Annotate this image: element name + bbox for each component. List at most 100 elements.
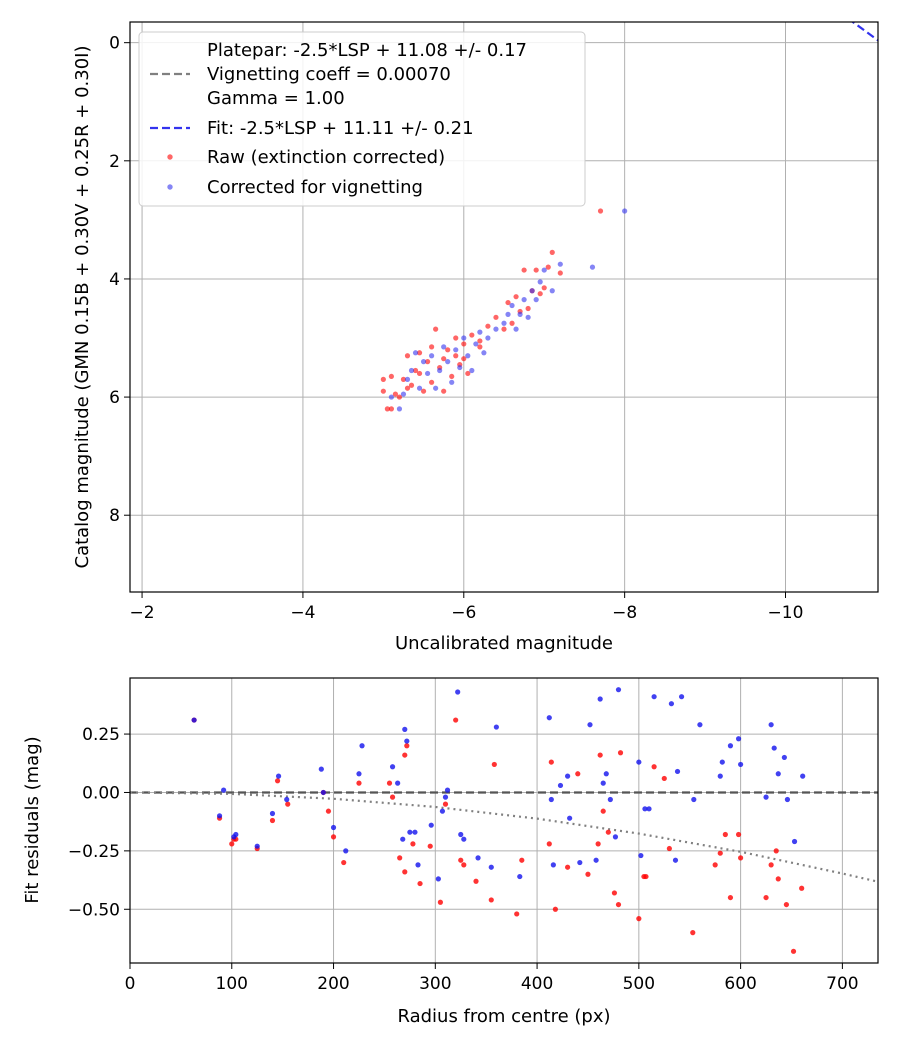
raw-point xyxy=(519,857,525,863)
raw-point xyxy=(356,780,362,786)
corrected-point xyxy=(533,297,539,303)
corrected-point xyxy=(359,743,365,749)
corrected-point xyxy=(800,773,806,779)
raw-point xyxy=(605,829,611,835)
corrected-point xyxy=(416,385,423,391)
top-chart-legend: Platepar: -2.5*LSP + 11.08 +/- 0.17 Vign… xyxy=(138,31,586,207)
raw-point xyxy=(380,376,386,382)
legend-label-fit: Fit: -2.5*LSP + 11.11 +/- 0.21 xyxy=(207,118,474,139)
y-tick-label: 6 xyxy=(109,388,120,408)
corrected-point xyxy=(275,773,282,779)
raw-point xyxy=(501,326,507,332)
bottom-chart-xlabel: Radius from centre (px) xyxy=(397,1006,610,1027)
raw-point xyxy=(600,808,606,814)
corrected-point xyxy=(412,350,419,356)
corrected-point xyxy=(441,344,447,350)
corrected-point xyxy=(428,822,434,828)
raw-point xyxy=(445,347,451,353)
corrected-point xyxy=(513,326,519,332)
bottom-chart-ylabel: Fit residuals (mag) xyxy=(22,736,43,903)
raw-point xyxy=(380,388,386,394)
raw-point xyxy=(402,752,408,758)
corrected-point xyxy=(791,838,798,845)
raw-point xyxy=(541,285,547,291)
corrected-point xyxy=(424,370,431,377)
corrected-point xyxy=(444,787,451,793)
raw-point xyxy=(441,388,447,394)
corrected-point xyxy=(407,829,413,835)
raw-point xyxy=(597,752,603,758)
raw-point xyxy=(402,869,408,875)
corrected-point xyxy=(717,773,723,779)
raw-point xyxy=(521,267,527,273)
corrected-point xyxy=(465,353,471,359)
raw-point xyxy=(611,890,618,896)
x-tick-label: 200 xyxy=(317,974,349,994)
raw-point xyxy=(441,356,447,362)
x-tick-label: 300 xyxy=(419,974,451,994)
top-chart-ylabel: Catalog magnitude (GMN 0.15B + 0.30V + 0… xyxy=(72,45,93,568)
raw-point xyxy=(330,834,337,840)
raw-point xyxy=(386,780,393,786)
raw-point xyxy=(783,901,790,908)
corrected-point xyxy=(396,406,403,412)
legend-box xyxy=(138,31,586,207)
raw-point xyxy=(274,778,281,784)
legend-label-corrected: Corrected for vignetting xyxy=(207,177,423,198)
x-tick-label: −6 xyxy=(451,603,476,623)
bottom-chart-lines xyxy=(130,791,878,883)
raw-point xyxy=(442,801,449,807)
raw-point xyxy=(453,717,459,723)
corrected-point xyxy=(672,857,679,863)
x-tick-label: 700 xyxy=(826,974,858,994)
corrected-point xyxy=(622,208,628,214)
corrected-point xyxy=(330,824,337,831)
raw-point xyxy=(384,406,390,412)
corrected-point xyxy=(415,862,421,868)
raw-point xyxy=(461,356,467,362)
raw-point xyxy=(229,841,235,847)
corrected-point xyxy=(775,771,781,777)
raw-point xyxy=(738,855,744,861)
raw-point xyxy=(509,320,515,326)
corrected-point xyxy=(674,768,681,775)
y-tick-label: 4 xyxy=(109,270,120,290)
y-tick-label: 2 xyxy=(109,152,120,172)
raw-point xyxy=(565,864,571,870)
corrected-point xyxy=(320,789,326,796)
x-tick-label: 400 xyxy=(521,974,553,994)
corrected-point xyxy=(768,722,774,728)
raw-point xyxy=(513,294,519,300)
raw-point xyxy=(727,894,734,901)
corrected-point xyxy=(469,367,475,374)
top-chart-xlabel: Uncalibrated magnitude xyxy=(395,633,613,654)
corrected-point xyxy=(738,761,744,768)
raw-point xyxy=(424,359,431,365)
x-tick-label: −10 xyxy=(768,603,804,623)
raw-point xyxy=(420,388,427,394)
raw-point xyxy=(690,930,696,936)
line-platepar xyxy=(876,22,878,23)
corrected-point xyxy=(461,836,467,842)
corrected-point xyxy=(445,359,451,365)
corrected-point xyxy=(442,794,449,800)
raw-point xyxy=(768,862,774,868)
corrected-point xyxy=(473,341,479,347)
corrected-point xyxy=(603,771,609,777)
raw-point xyxy=(341,859,347,866)
x-tick-label: 100 xyxy=(216,974,248,994)
raw-point xyxy=(412,367,419,374)
corrected-point xyxy=(525,314,531,320)
corrected-point xyxy=(254,843,260,849)
corrected-point xyxy=(615,687,622,693)
corrected-point xyxy=(458,831,464,838)
corrected-point xyxy=(408,367,415,374)
corrected-point xyxy=(784,796,791,803)
corrected-point xyxy=(557,261,563,267)
corrected-point xyxy=(577,859,583,866)
raw-point xyxy=(546,841,552,847)
corrected-point xyxy=(651,694,657,700)
corrected-point xyxy=(509,302,515,309)
